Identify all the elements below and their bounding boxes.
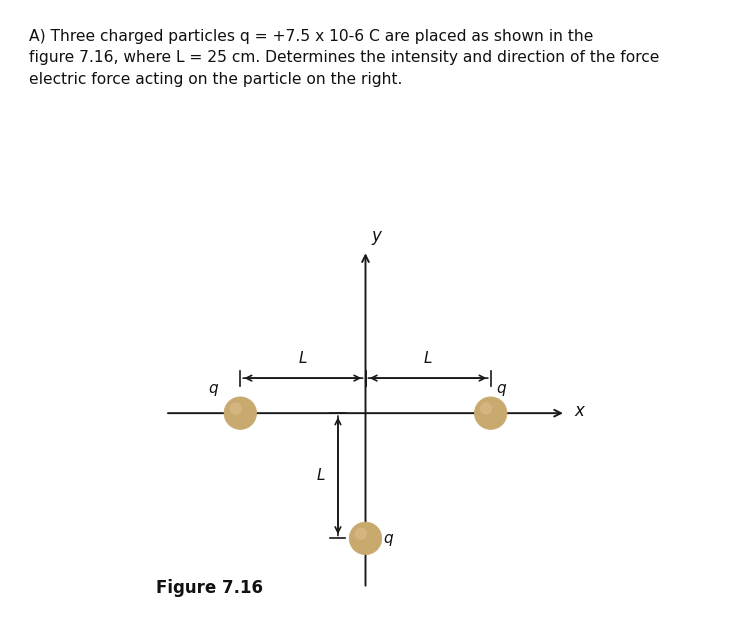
Text: q: q xyxy=(383,531,393,546)
Text: q: q xyxy=(208,381,218,396)
Circle shape xyxy=(480,403,492,415)
Circle shape xyxy=(349,522,382,555)
Text: x: x xyxy=(575,402,585,419)
Text: q: q xyxy=(496,381,506,396)
Text: Figure 7.16: Figure 7.16 xyxy=(156,579,263,597)
Text: L: L xyxy=(317,468,325,483)
Circle shape xyxy=(224,397,257,429)
Text: A) Three charged particles q = +7.5 x 10-6 C are placed as shown in the
figure 7: A) Three charged particles q = +7.5 x 10… xyxy=(29,29,659,87)
Circle shape xyxy=(474,397,507,429)
Text: y: y xyxy=(372,227,382,245)
Text: L: L xyxy=(424,351,432,366)
Circle shape xyxy=(355,528,367,540)
Circle shape xyxy=(230,403,242,415)
Text: L: L xyxy=(299,351,307,366)
